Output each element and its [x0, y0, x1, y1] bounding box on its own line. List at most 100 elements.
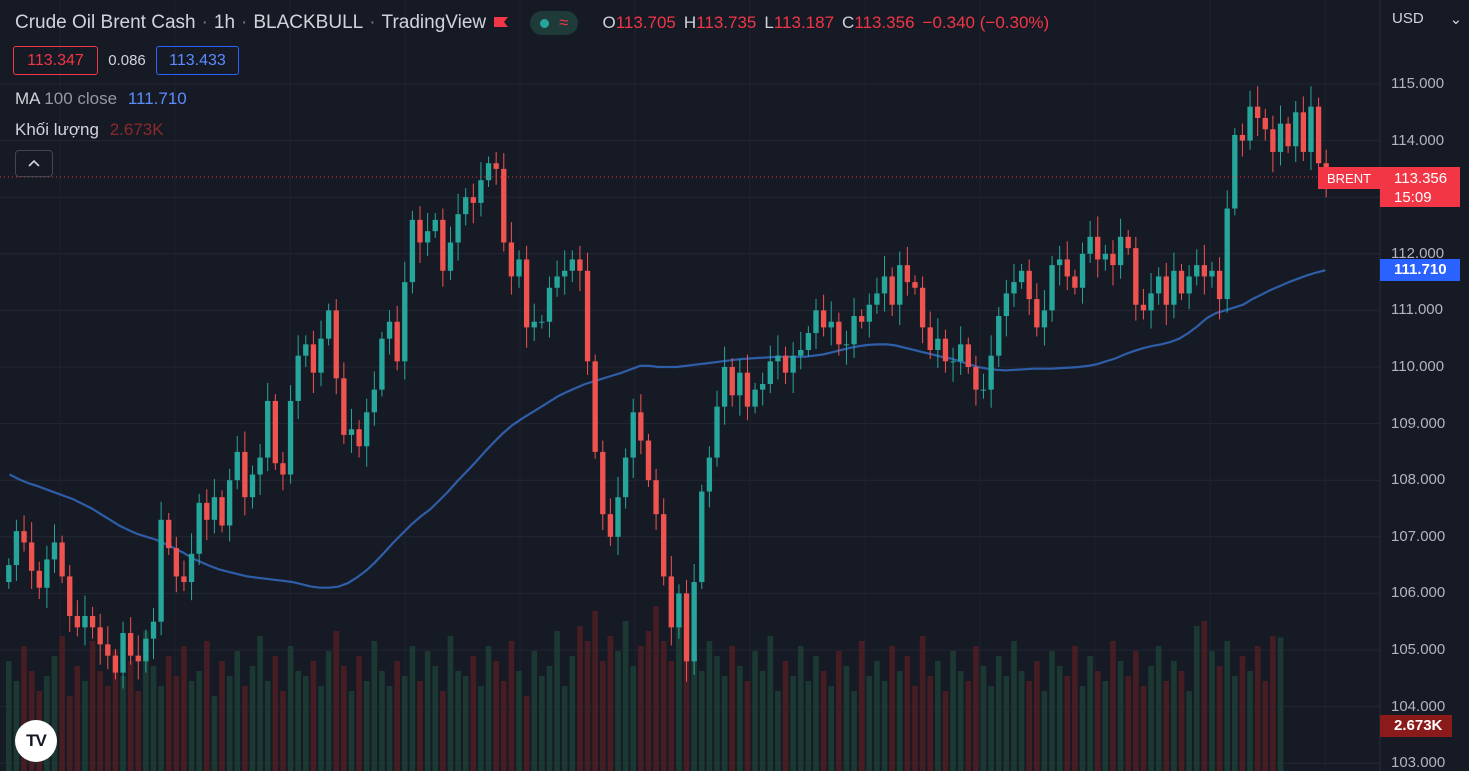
volume-bar — [1003, 676, 1010, 771]
collapse-legend-button[interactable] — [15, 150, 53, 177]
candle-body — [1026, 270, 1032, 300]
volume-bar — [638, 646, 644, 771]
symbol-title[interactable]: Crude Oil Brent Cash — [15, 12, 196, 33]
close-value: 113.356 — [854, 13, 915, 32]
volume-bar — [51, 656, 58, 771]
buy-button[interactable]: 113.433 — [156, 46, 239, 75]
candle-body — [333, 310, 339, 379]
candle-body — [904, 265, 911, 283]
candle-body — [729, 367, 735, 396]
volume-bar — [379, 671, 385, 771]
volume-bar — [1133, 651, 1139, 771]
volume-bar — [729, 646, 736, 771]
volume-bar — [280, 691, 286, 771]
volume-bar — [219, 661, 225, 771]
volume-bar — [302, 676, 309, 771]
candle-body — [584, 270, 591, 362]
candle-body — [89, 616, 96, 628]
volume-bar — [1270, 636, 1276, 771]
candle-body — [424, 231, 431, 243]
volume-bar — [531, 651, 538, 771]
candle-body — [166, 519, 172, 549]
candle-body — [683, 593, 690, 662]
market-status-pill[interactable]: ≈ — [530, 11, 579, 35]
candle-body — [554, 276, 560, 288]
candle-body — [767, 361, 773, 384]
candle-body — [874, 293, 880, 305]
candle-body — [348, 429, 355, 435]
volume-bar — [797, 646, 804, 771]
volume-bar — [1018, 671, 1025, 771]
volume-bar — [737, 666, 743, 771]
candle-body — [1178, 270, 1185, 294]
candle-body — [51, 542, 58, 560]
candle-body — [1224, 208, 1230, 300]
candle-body — [356, 429, 362, 447]
volume-bar — [912, 686, 918, 771]
candle-body — [798, 350, 804, 356]
tradingview-logo-icon[interactable]: TV — [15, 720, 57, 762]
last-price-value: 113.356 — [1394, 170, 1448, 187]
candle-body — [135, 655, 141, 662]
volume-bar — [874, 661, 880, 771]
candle-body — [379, 338, 385, 390]
ma-value: 111.710 — [127, 89, 187, 108]
volume-bar — [767, 636, 774, 771]
volume-bar — [676, 626, 682, 771]
volume-bar — [813, 656, 819, 771]
candle-body — [577, 259, 583, 271]
volume-legend[interactable]: Khối lượng 2.673K — [15, 120, 164, 140]
candle-body — [341, 378, 347, 435]
volume-bar — [165, 656, 172, 771]
candle-body — [447, 242, 454, 271]
last-price-tag: 113.356 15:09 — [1380, 167, 1460, 207]
price-tick-label: 108.000 — [1391, 471, 1446, 489]
price-tick-label: 105.000 — [1391, 641, 1446, 658]
candle-body — [897, 265, 903, 305]
candle-body — [1216, 270, 1223, 300]
volume-bar — [1034, 661, 1040, 771]
volume-bar — [333, 631, 340, 771]
sell-button[interactable]: 113.347 — [13, 46, 98, 75]
volume-bar — [143, 631, 149, 771]
spread-value: 0.086 — [108, 52, 146, 69]
candle-body — [630, 412, 636, 458]
candle-body — [1262, 117, 1268, 130]
candle-body — [881, 276, 888, 294]
candle-body — [28, 542, 35, 571]
volume-bar — [1209, 651, 1215, 771]
candle-body — [59, 542, 65, 577]
volume-bar — [843, 666, 850, 771]
price-tick-label: 106.000 — [1391, 584, 1446, 602]
candle-body — [318, 338, 324, 373]
candle-body — [1209, 270, 1215, 277]
ma-legend[interactable]: MA 100 close 111.710 — [15, 89, 187, 109]
volume-bar — [592, 611, 598, 771]
currency-selector[interactable]: USD ⌄ — [1392, 10, 1462, 28]
flag-icon[interactable] — [492, 15, 510, 31]
volume-bar — [615, 651, 621, 771]
volume-bar — [21, 646, 27, 771]
candle-body — [1285, 123, 1291, 147]
candle-body — [980, 389, 987, 391]
volume-bar — [1079, 686, 1086, 771]
candle-body — [653, 480, 659, 515]
price-tick-label: 111.000 — [1391, 301, 1443, 319]
interval-label[interactable]: 1h — [213, 12, 236, 33]
high-value: 113.735 — [696, 13, 757, 32]
candle-body — [836, 321, 842, 345]
volume-bar — [82, 681, 88, 771]
volume-bar — [1041, 691, 1048, 771]
volume-bar — [683, 616, 690, 771]
candle-body — [287, 400, 294, 475]
candle-body — [36, 570, 42, 588]
candle-body — [181, 576, 187, 583]
candle-body — [417, 219, 423, 243]
candle-body — [1057, 259, 1063, 266]
volume-bar — [561, 686, 568, 771]
broker-label: BLACKBULL — [253, 12, 364, 33]
candle-body — [600, 451, 606, 515]
volume-bar — [356, 656, 362, 771]
volume-bar — [432, 666, 439, 771]
